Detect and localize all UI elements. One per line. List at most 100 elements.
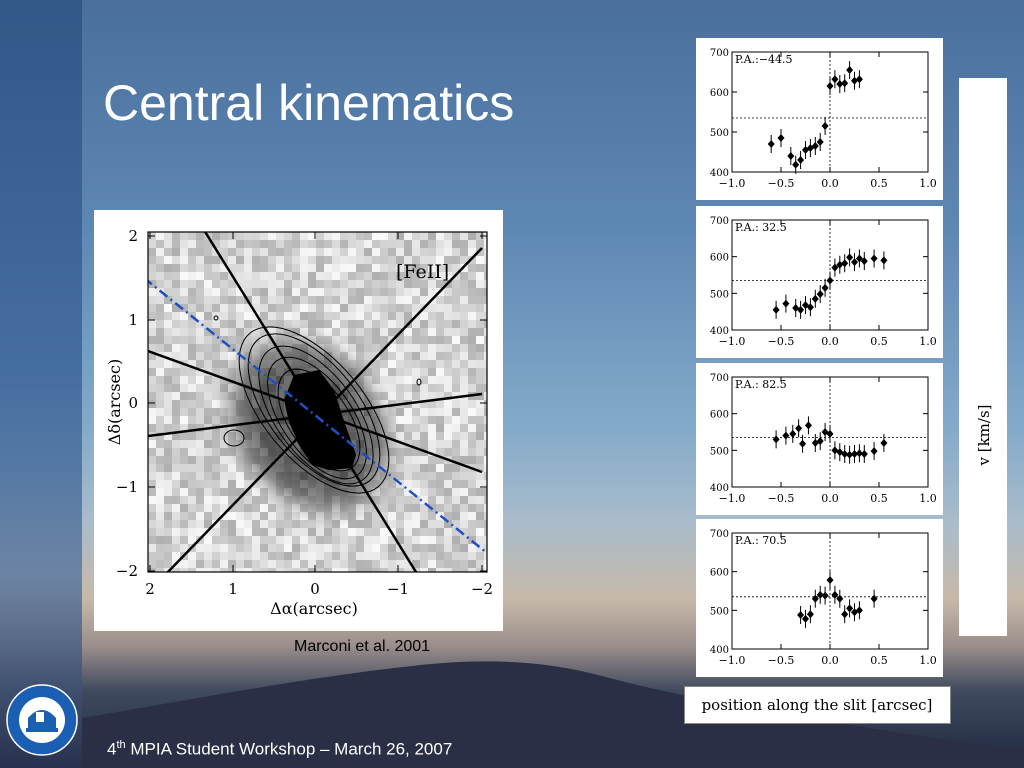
xtick-label: 1.0: [919, 654, 937, 667]
footer-rest: MPIA Student Workshop – March 26, 2007: [125, 739, 453, 759]
data-point: [826, 276, 834, 285]
data-point: [821, 591, 829, 600]
data-point: [880, 256, 888, 265]
xtick-label: 0.0: [821, 335, 839, 348]
velocity-axis-label: v [km/s]: [975, 404, 993, 466]
map-xtick-label: 1: [228, 580, 238, 598]
ytick-label: 700: [710, 216, 729, 227]
data-point: [855, 606, 863, 615]
dome-base: [26, 728, 58, 732]
data-point: [870, 447, 878, 456]
data-point: [789, 429, 797, 438]
ytick-label: 500: [710, 606, 729, 617]
map-xtick-label: −1: [387, 580, 409, 598]
data-point: [831, 446, 839, 455]
data-point: [841, 79, 849, 88]
data-point: [846, 253, 854, 262]
ytick-label: 700: [710, 48, 729, 59]
map-ytick-label: −2: [116, 562, 138, 580]
data-point: [806, 610, 814, 619]
velocity-chart-pa-minus44: −1.0 −0.5 0.0 0.5 1.0 400 500 600 700 P.A.:−44.5: [710, 48, 937, 190]
slit-lines: [148, 232, 483, 572]
data-point: [821, 283, 829, 292]
velocity-panel-2: −1.0 −0.5 0.0 0.5 1.0 400 500 600 700 P.A.: 32.5: [696, 206, 943, 358]
data-point: [797, 156, 805, 164]
feii-map: [FeII] 2 1 0 −1 −2 2 1 0 −1 −2 Δα(arcsec) Δδ(arc…: [105, 227, 493, 618]
data-point: [811, 142, 819, 150]
data-point: [782, 431, 790, 440]
data-point: [802, 614, 809, 623]
data-point: [855, 75, 863, 84]
data-point: [846, 66, 854, 74]
jet-axis-line: [148, 279, 487, 554]
xtick-label: −0.5: [768, 177, 795, 190]
footer-sup: th: [116, 739, 126, 751]
ytick-label: 500: [710, 128, 729, 139]
contours: [213, 315, 422, 494]
data-point: [855, 254, 863, 263]
ytick-label: 700: [710, 373, 729, 384]
data-point: [846, 450, 854, 459]
xtick-label: 1.0: [919, 177, 937, 190]
xtick-label: −0.5: [768, 654, 795, 667]
map-xtick-label: 0: [310, 580, 320, 598]
data-point: [804, 421, 812, 430]
data-point: [792, 160, 800, 169]
data-point: [799, 439, 807, 448]
data-point: [797, 305, 805, 314]
data-point: [806, 303, 814, 312]
pa-label: P.A.: 82.5: [735, 378, 787, 391]
data-point: [831, 263, 839, 272]
pa-label: P.A.:−44.5: [735, 53, 793, 66]
velocity-axis-label-box: v [km/s]: [959, 78, 1007, 636]
feii-map-panel: [FeII] 2 1 0 −1 −2 2 1 0 −1 −2 Δα(arcsec) Δδ(arc…: [94, 210, 503, 631]
xtick-label: 0.5: [870, 654, 888, 667]
mpia-logo: [6, 684, 78, 756]
map-xtick-label: 2: [145, 580, 155, 598]
ytick-label: 600: [710, 88, 729, 99]
xtick-label: 1.0: [919, 335, 937, 348]
ytick-label: 400: [710, 326, 729, 337]
xtick-label: −1.0: [719, 177, 746, 190]
data-point: [870, 594, 878, 603]
ytick-label: 500: [710, 446, 729, 457]
data-point: [816, 437, 824, 446]
map-frame: [147, 231, 488, 573]
ytick-label: 700: [710, 529, 729, 540]
velocity-panel-1: −1.0 −0.5 0.0 0.5 1.0 400 500 600 700 P.A.:−44.5: [696, 38, 943, 200]
map-ylabel: Δδ(arcsec): [105, 359, 124, 445]
data-point: [772, 435, 780, 444]
velocity-chart-pa-82: −1.0 −0.5 0.0 0.5 1.0 400 500 600 700 P.A.: 82.5: [710, 373, 937, 505]
position-axis-label-box: position along the slit [arcsec]: [684, 686, 951, 724]
map-ytick-label: −1: [116, 478, 138, 496]
data-point: [860, 450, 868, 458]
map-ytick-label: 2: [128, 227, 138, 245]
pa-label: P.A.: 70.5: [735, 534, 787, 547]
data-point: [870, 254, 878, 263]
velocity-chart-pa-32: −1.0 −0.5 0.0 0.5 1.0 400 500 600 700 P.A.: 32.5: [710, 216, 937, 348]
ytick-label: 500: [710, 289, 729, 300]
data-point: [767, 140, 775, 148]
data-point: [846, 604, 854, 613]
feii-label: [FeII]: [396, 261, 449, 283]
ytick-label: 400: [710, 168, 729, 179]
xtick-label: −1.0: [719, 654, 746, 667]
map-xlabel: Δα(arcsec): [270, 599, 358, 618]
footer-num: 4: [107, 739, 117, 759]
velocity-chart-pa-70: −1.0 −0.5 0.0 0.5 1.0 400 500 600 700 P.A.: 70.5: [710, 529, 937, 667]
data-point: [787, 152, 795, 160]
data-point: [880, 439, 888, 447]
data-point: [836, 594, 844, 603]
data-point: [792, 304, 800, 312]
data-point: [782, 299, 790, 308]
data-point: [772, 305, 780, 314]
left-color-strip: [0, 0, 82, 768]
data-point: [860, 257, 868, 266]
ytick-label: 600: [710, 568, 729, 579]
map-plot-area: [148, 232, 487, 572]
data-point: [821, 122, 829, 130]
data-point: [826, 429, 834, 438]
data-point: [811, 294, 819, 303]
xtick-label: 0.5: [870, 492, 888, 505]
position-axis-label: position along the slit [arcsec]: [702, 696, 933, 714]
